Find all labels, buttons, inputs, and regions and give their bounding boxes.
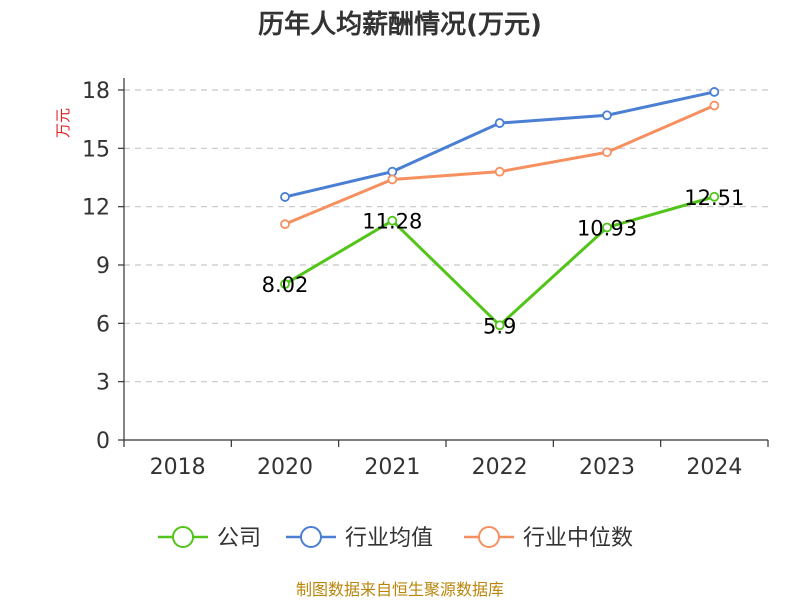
- series-line-1: [284, 90, 715, 199]
- data-point: [494, 320, 505, 331]
- axes: 0 3 6 9 12 15 18 2018 2020 2021 2022 2023 2024: [82, 78, 769, 480]
- data-point: [280, 219, 290, 230]
- legend-label: 行业均值: [345, 526, 433, 551]
- data-label: 11.28: [362, 210, 422, 234]
- series-group: [280, 87, 720, 331]
- data-point: [387, 166, 398, 177]
- y-tick-label: 6: [96, 312, 110, 337]
- legend-label: 行业中位数: [523, 526, 633, 551]
- source-note: 制图数据来自恒生聚源数据库: [296, 580, 504, 599]
- series-line-0: [284, 195, 715, 327]
- legend-label: 公司: [217, 526, 261, 551]
- legend-marker: [478, 526, 500, 548]
- data-point: [602, 110, 612, 121]
- data-point: [709, 100, 720, 111]
- y-tick-label: 15: [82, 137, 110, 162]
- x-tick-label: 2022: [472, 455, 528, 480]
- gridlines: [124, 89, 768, 383]
- data-point: [280, 192, 290, 202]
- data-point: [709, 191, 720, 202]
- data-point: [494, 118, 505, 128]
- legend-marker: [300, 526, 322, 548]
- data-point: [602, 222, 612, 233]
- data-label: 12.51: [684, 186, 744, 210]
- x-tick-label: 2020: [257, 455, 313, 480]
- chart-title: 历年人均薪酬情况(万元): [258, 9, 542, 40]
- x-tick-label: 2018: [150, 455, 206, 480]
- y-tick-label: 12: [82, 196, 110, 221]
- x-tick-label: 2024: [686, 455, 742, 480]
- data-point: [709, 87, 720, 97]
- data-point: [280, 279, 290, 289]
- data-point: [602, 147, 612, 158]
- y-tick-label: 18: [82, 79, 110, 104]
- y-tick-label: 3: [96, 371, 110, 396]
- legend: 公司 行业均值 行业中位数: [158, 526, 633, 551]
- legend-marker: [172, 526, 194, 548]
- data-point: [387, 215, 398, 226]
- y-tick-label: 0: [96, 429, 110, 454]
- y-axis-label: 万元: [54, 108, 72, 138]
- data-point: [494, 166, 505, 177]
- data-labels: 8.02 11.28 5.9 10.93 12.51: [262, 186, 745, 339]
- y-tick-label: 9: [96, 254, 110, 279]
- data-point: [387, 174, 398, 185]
- x-tick-label: 2023: [579, 455, 635, 480]
- data-label: 10.93: [577, 216, 637, 240]
- data-label: 5.9: [483, 314, 516, 338]
- x-tick-label: 2021: [364, 455, 420, 480]
- data-label: 8.02: [262, 273, 309, 297]
